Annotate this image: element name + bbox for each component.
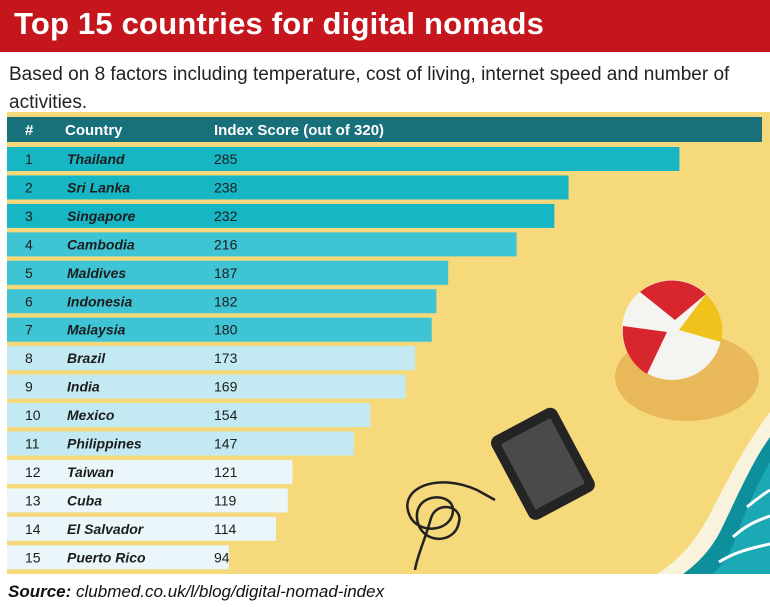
score-label: 121	[214, 464, 238, 480]
rank-label: 14	[25, 521, 41, 537]
bar-sri-lanka	[7, 175, 569, 200]
bar-puerto-rico	[7, 545, 229, 570]
rank-label: 9	[25, 379, 33, 395]
score-label: 114	[214, 521, 237, 537]
score-label: 169	[214, 379, 238, 395]
beach-ball-icon	[615, 280, 759, 421]
country-label: Brazil	[67, 350, 106, 366]
rank-label: 11	[25, 436, 40, 452]
bar-brazil	[7, 346, 416, 371]
score-label: 285	[214, 151, 238, 167]
country-label: Philippines	[67, 436, 142, 452]
bar-india	[7, 374, 406, 399]
rank-label: 8	[25, 350, 33, 366]
column-header-1: #	[25, 122, 34, 139]
chart-panel: # Country Index Score (out of 320) 1 Thaila…	[7, 112, 770, 574]
country-label: India	[67, 379, 100, 395]
score-label: 173	[214, 350, 238, 366]
bar-taiwan	[7, 459, 293, 484]
country-label: Puerto Rico	[67, 549, 146, 565]
bar-indonesia	[7, 289, 437, 314]
table-header: # Country Index Score (out of 320)	[7, 117, 762, 142]
sea-wave-illustration	[657, 412, 770, 574]
score-label: 147	[214, 436, 238, 452]
beach-illustration	[406, 280, 770, 574]
bar-el-salvador	[7, 516, 276, 541]
score-label: 187	[214, 265, 238, 281]
column-header-3: Index Score (out of 320)	[214, 122, 384, 139]
rank-label: 7	[25, 322, 33, 338]
rank-label: 6	[25, 293, 33, 309]
country-label: Taiwan	[67, 464, 114, 480]
rank-label: 12	[25, 464, 41, 480]
source-line: Source: clubmed.co.uk/l/blog/digital-nom…	[8, 582, 384, 602]
rank-label: 1	[25, 151, 33, 167]
country-label: El Salvador	[67, 521, 145, 537]
country-label: Mexico	[67, 407, 115, 423]
country-label: Cambodia	[67, 236, 135, 252]
country-label: Thailand	[67, 151, 125, 167]
charging-cable-icon	[406, 481, 496, 571]
country-label: Indonesia	[67, 293, 133, 309]
bar-malaysia	[7, 317, 432, 342]
bar-cuba	[7, 488, 288, 513]
country-label: Cuba	[67, 492, 102, 508]
score-label: 154	[214, 407, 238, 423]
chart-title: Top 15 countries for digital nomads	[14, 6, 545, 41]
rank-label: 13	[25, 492, 41, 508]
column-header-2: Country	[65, 122, 123, 139]
bar-philippines	[7, 431, 354, 456]
country-label: Sri Lanka	[67, 179, 130, 195]
rank-label: 3	[25, 208, 33, 224]
tablet-icon	[491, 407, 595, 520]
rank-label: 15	[25, 549, 41, 565]
country-label: Singapore	[67, 208, 136, 224]
title-banner: Top 15 countries for digital nomads	[0, 0, 770, 52]
country-label: Malaysia	[67, 322, 126, 338]
source-label: Source:	[8, 582, 72, 601]
bars: 1 Thailand 285 2 Sri Lanka 238 3 Singapore 232 4 C…	[7, 147, 680, 570]
bar-maldives	[7, 260, 449, 285]
bar-cambodia	[7, 232, 517, 257]
score-label: 119	[214, 492, 237, 508]
score-label: 180	[214, 322, 238, 338]
score-label: 216	[214, 236, 238, 252]
rank-label: 10	[25, 407, 41, 423]
country-label: Maldives	[67, 265, 126, 281]
score-label: 94	[214, 549, 230, 565]
bar-thailand	[7, 147, 680, 171]
rank-label: 2	[25, 179, 33, 195]
bar-mexico	[7, 403, 371, 428]
table-header-bar	[7, 117, 762, 142]
bar-singapore	[7, 203, 555, 228]
ranking-bar-chart: # Country Index Score (out of 320) 1 Thaila…	[7, 117, 770, 574]
chart-subtitle: Based on 8 factors including temperature…	[9, 64, 730, 113]
rank-label: 4	[25, 236, 33, 252]
rank-label: 5	[25, 265, 33, 281]
score-label: 232	[214, 208, 238, 224]
score-label: 182	[214, 293, 238, 309]
score-label: 238	[214, 179, 238, 195]
source-url: clubmed.co.uk/l/blog/digital-nomad-index	[76, 582, 385, 601]
